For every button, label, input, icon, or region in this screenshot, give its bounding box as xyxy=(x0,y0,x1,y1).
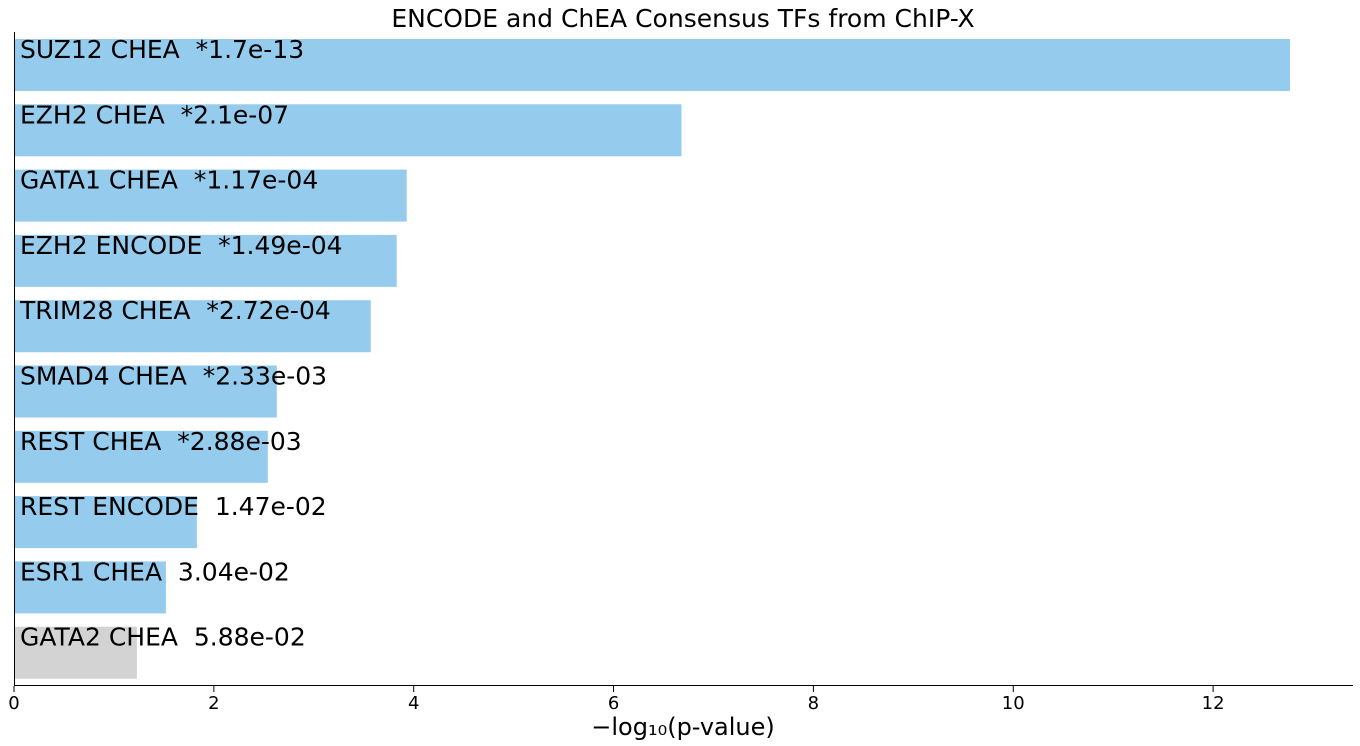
bar-label: REST ENCODE 1.47e-02 xyxy=(20,492,327,521)
x-tick-label: 6 xyxy=(608,693,619,714)
bar-smad4-chea xyxy=(14,365,277,418)
x-axis-label: −log₁₀(p-value) xyxy=(591,713,774,741)
bar-ezh2-chea xyxy=(14,104,682,157)
bar-ezh2-encode xyxy=(14,234,397,287)
x-tick-label: 0 xyxy=(8,693,19,714)
bar-trim28-chea xyxy=(14,300,371,353)
bar-label: GATA2 CHEA 5.88e-02 xyxy=(20,623,306,652)
bar-gata2-chea xyxy=(14,626,137,679)
bar-suz12-chea xyxy=(14,39,1291,91)
x-tick-label: 10 xyxy=(1002,693,1025,714)
bar-rest-encode xyxy=(14,496,197,549)
bar-esr1-chea xyxy=(14,561,166,614)
bar-labels-group: SUZ12 CHEA *1.7e-13 EZH2 CHEA *2.1e-07 GAT… xyxy=(19,35,343,652)
bar-label: GATA1 CHEA *1.17e-04 xyxy=(20,166,318,195)
x-tick-label: 2 xyxy=(208,693,219,714)
bar-label: TRIM28 CHEA *2.72e-04 xyxy=(19,296,331,325)
chart-title: ENCODE and ChEA Consensus TFs from ChIP-… xyxy=(391,4,974,33)
x-tick-label: 12 xyxy=(1202,693,1225,714)
bar-label: EZH2 ENCODE *1.49e-04 xyxy=(20,231,343,260)
bar-label: SUZ12 CHEA *1.7e-13 xyxy=(20,35,304,64)
bar-label: EZH2 CHEA *2.1e-07 xyxy=(20,100,289,129)
bar-rest-chea xyxy=(14,430,268,483)
x-tick-label: 8 xyxy=(808,693,819,714)
bar-gata1-chea xyxy=(14,169,407,222)
bars-group xyxy=(14,39,1291,679)
bar-label: REST CHEA *2.88e-03 xyxy=(20,427,302,456)
x-ticks-group: 0 2 4 6 8 10 12 xyxy=(8,686,1225,714)
bar-label: SMAD4 CHEA *2.33e-03 xyxy=(20,362,327,391)
bar-label: ESR1 CHEA 3.04e-02 xyxy=(20,557,290,586)
x-tick-label: 4 xyxy=(408,693,419,714)
